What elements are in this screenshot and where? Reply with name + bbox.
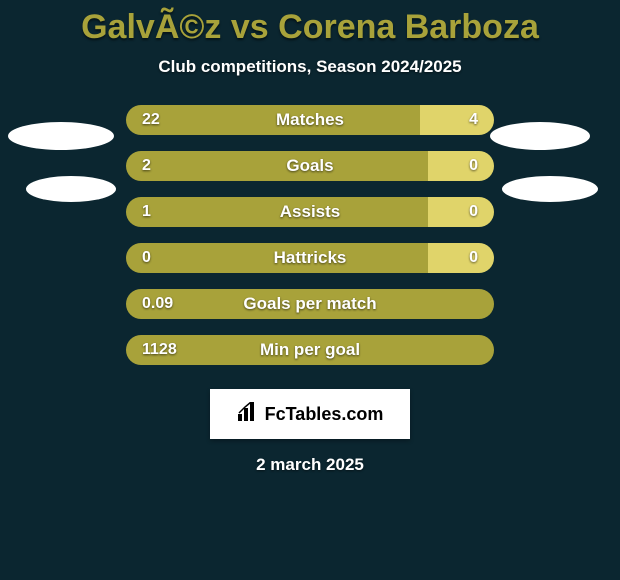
stat-bar-right — [420, 105, 494, 135]
stat-value-left: 2 — [142, 157, 151, 175]
stat-bar-left — [126, 105, 420, 135]
infographic-container: GalvÃ©z vs Corena Barboza Club competiti… — [0, 0, 620, 580]
stat-value-right: 0 — [469, 249, 478, 267]
stat-row-goals: 2 0 Goals — [126, 151, 494, 181]
brand-box[interactable]: FcTables.com — [210, 389, 410, 439]
player-ellipse-3 — [502, 176, 598, 202]
page-title: GalvÃ©z vs Corena Barboza — [0, 0, 620, 47]
stat-value-right: 4 — [469, 111, 478, 129]
stat-row-min-per-goal: 1128 Min per goal — [126, 335, 494, 365]
stat-value-right: 0 — [469, 157, 478, 175]
stat-value-left: 1128 — [142, 341, 177, 359]
stat-label: Assists — [280, 202, 340, 222]
stat-label: Matches — [276, 110, 344, 130]
footer-date: 2 march 2025 — [0, 455, 620, 475]
stat-bar-right — [428, 151, 494, 181]
player-ellipse-1 — [26, 176, 116, 202]
player-ellipse-0 — [8, 122, 114, 150]
brand-text: FcTables.com — [265, 404, 384, 425]
stat-value-left: 0.09 — [142, 295, 173, 313]
player-ellipse-2 — [490, 122, 590, 150]
stat-bar-left — [126, 151, 428, 181]
stat-label: Min per goal — [260, 340, 360, 360]
stats-area: 22 4 Matches 2 0 Goals 1 0 Assists 0 0 Hattricks 0.0… — [0, 105, 620, 439]
stat-value-left: 1 — [142, 203, 151, 221]
stat-row-goals-per-match: 0.09 Goals per match — [126, 289, 494, 319]
stat-label: Goals — [286, 156, 333, 176]
stat-bar-right — [428, 243, 494, 273]
stat-row-assists: 1 0 Assists — [126, 197, 494, 227]
stat-value-left: 0 — [142, 249, 151, 267]
stat-row-hattricks: 0 0 Hattricks — [126, 243, 494, 273]
stat-label: Hattricks — [274, 248, 347, 268]
stat-row-matches: 22 4 Matches — [126, 105, 494, 135]
subtitle: Club competitions, Season 2024/2025 — [0, 57, 620, 77]
stat-bar-right — [428, 197, 494, 227]
stat-value-right: 0 — [469, 203, 478, 221]
stat-bar-left — [126, 197, 428, 227]
stat-label: Goals per match — [243, 294, 376, 314]
bar-chart-icon — [237, 402, 259, 427]
stat-value-left: 22 — [142, 111, 160, 129]
